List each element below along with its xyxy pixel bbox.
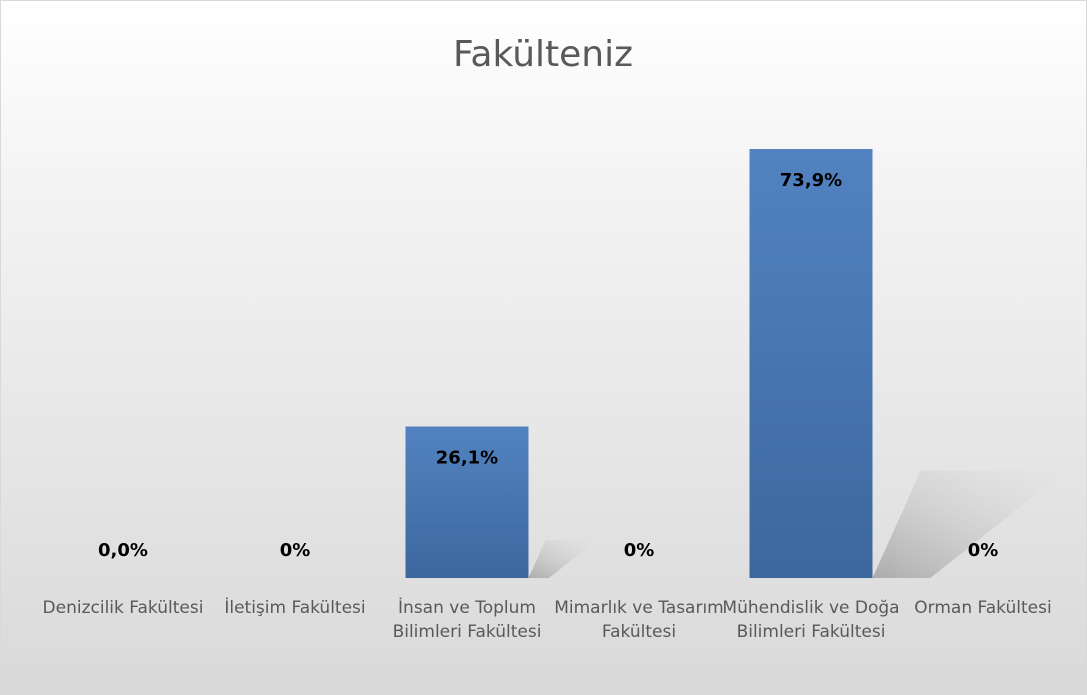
x-tick-label: Mühendislik ve Doğa Bilimleri Fakültesi [722, 598, 900, 642]
data-label: 0% [280, 540, 311, 561]
x-tick-label: Orman Fakültesi [914, 598, 1052, 618]
bar-shadow [528, 540, 597, 578]
data-label: 0,0% [98, 540, 148, 561]
bar-shadow [872, 470, 1066, 578]
data-label: 0% [968, 540, 999, 561]
bar [405, 426, 529, 578]
data-label: 73,9% [780, 170, 842, 191]
chart-title: Fakülteniz [453, 34, 633, 75]
data-label: 0% [624, 540, 655, 561]
x-tick-label: Mimarlık ve Tasarım Fakültesi [554, 598, 724, 642]
x-tick-label: İnsan ve Toplum Bilimleri Fakültesi [392, 598, 542, 642]
x-tick-label: İletişim Fakültesi [224, 598, 366, 618]
x-tick-label: Denizcilik Fakültesi [42, 598, 204, 618]
bar [749, 149, 873, 578]
data-label: 26,1% [436, 447, 498, 468]
